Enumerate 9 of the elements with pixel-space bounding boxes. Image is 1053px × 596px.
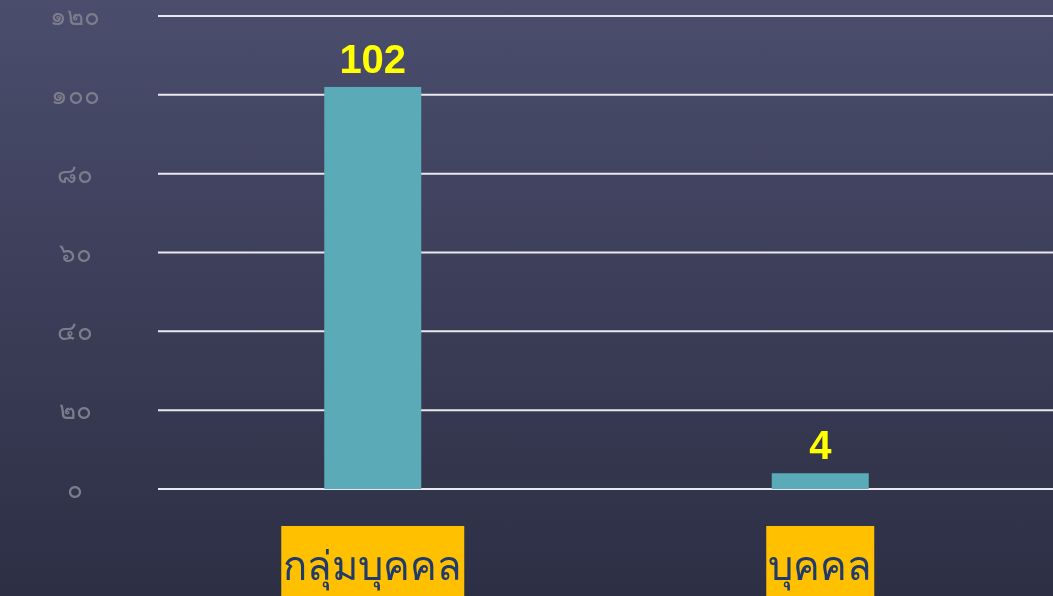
y-tick-label: ๔๐ (57, 316, 93, 347)
data-label: 4 (809, 423, 833, 468)
y-tick-label: ๖๐ (58, 237, 92, 268)
x-tick-label: บุคคล (768, 543, 873, 591)
y-tick-label: ๒๐ (58, 395, 92, 426)
data-label: 102 (339, 36, 407, 81)
y-tick-label: ๘๐ (57, 158, 93, 189)
x-tick-label: กลุ่มบุคคล (283, 543, 463, 591)
y-tick-label: ๐ (67, 474, 83, 504)
